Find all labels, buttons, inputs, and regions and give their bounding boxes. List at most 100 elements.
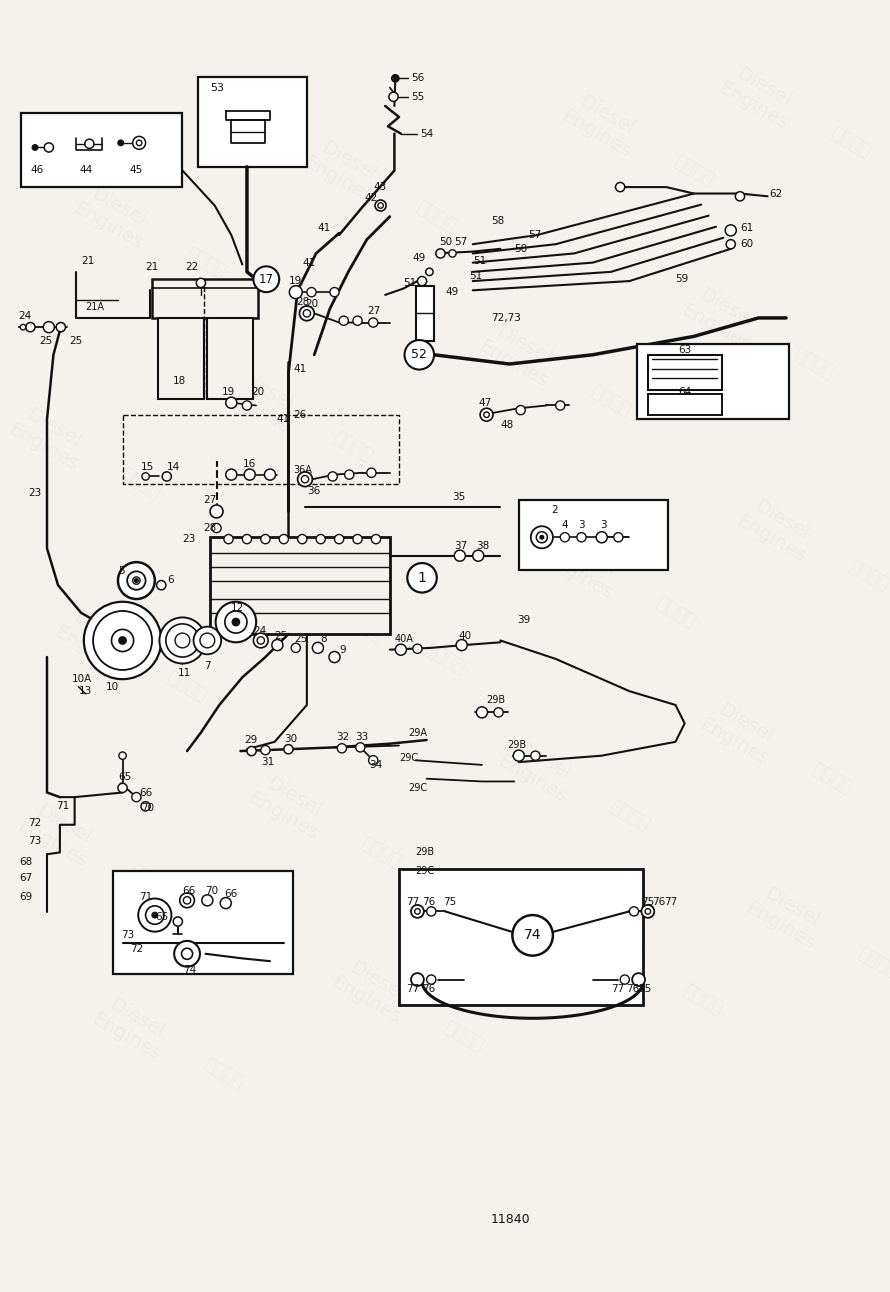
Text: 40: 40 [459, 630, 472, 641]
Text: 28: 28 [295, 297, 309, 307]
Text: 4: 4 [562, 521, 568, 530]
Text: Diesel
Engines: Diesel Engines [245, 770, 332, 844]
Text: 71: 71 [139, 891, 152, 902]
Circle shape [44, 322, 54, 332]
Circle shape [224, 535, 233, 544]
Text: 66: 66 [224, 889, 237, 899]
Text: 25: 25 [294, 633, 307, 643]
Text: 55: 55 [411, 92, 425, 102]
Circle shape [368, 318, 378, 327]
Text: 紫发动力: 紫发动力 [680, 982, 726, 1018]
Circle shape [392, 75, 399, 81]
Circle shape [395, 645, 407, 655]
Text: 36A: 36A [293, 465, 311, 475]
Circle shape [353, 317, 362, 326]
Circle shape [620, 975, 629, 985]
Text: 77: 77 [665, 897, 677, 907]
Circle shape [408, 563, 437, 593]
Circle shape [119, 752, 126, 760]
Text: Diesel
Engines: Diesel Engines [558, 88, 645, 162]
Circle shape [159, 618, 206, 664]
Text: 27: 27 [367, 306, 380, 315]
Circle shape [300, 306, 314, 320]
Text: 39: 39 [517, 615, 530, 625]
Circle shape [316, 535, 325, 544]
Text: 紫发动力: 紫发动力 [441, 1018, 487, 1056]
Text: 50: 50 [440, 238, 453, 247]
Text: 20: 20 [252, 386, 264, 397]
Text: Diesel
Engines: Diesel Engines [52, 603, 138, 677]
Circle shape [356, 743, 365, 752]
Text: 49: 49 [445, 287, 458, 297]
Circle shape [142, 473, 150, 481]
Text: 40A: 40A [394, 633, 413, 643]
Circle shape [494, 708, 503, 717]
Text: 30: 30 [284, 734, 297, 744]
Text: 紫发动力: 紫发动力 [201, 1056, 247, 1092]
Circle shape [375, 200, 386, 211]
Circle shape [413, 645, 422, 654]
Circle shape [220, 898, 231, 908]
Text: 2: 2 [551, 505, 558, 514]
Text: Diesel
Engines: Diesel Engines [733, 494, 821, 567]
Text: 10A: 10A [72, 674, 93, 685]
Text: 5: 5 [118, 566, 125, 576]
Circle shape [133, 137, 146, 150]
Text: 8: 8 [320, 633, 328, 643]
Text: 33: 33 [355, 733, 368, 742]
Text: 59: 59 [676, 274, 689, 284]
Text: 50: 50 [514, 244, 527, 253]
Circle shape [226, 397, 237, 408]
Circle shape [735, 191, 745, 202]
Text: 9: 9 [339, 645, 345, 655]
Circle shape [629, 907, 639, 916]
Circle shape [411, 973, 424, 986]
Text: 34: 34 [369, 760, 383, 770]
Bar [648, 355, 722, 390]
Circle shape [436, 249, 445, 258]
Circle shape [540, 535, 544, 539]
Text: 70: 70 [141, 804, 154, 813]
Circle shape [118, 783, 127, 792]
Text: 13: 13 [78, 686, 92, 696]
Circle shape [344, 470, 354, 479]
Circle shape [645, 908, 651, 915]
Text: Diesel
Engines: Diesel Engines [69, 180, 157, 253]
Text: 25: 25 [275, 630, 287, 641]
Circle shape [210, 505, 223, 518]
Circle shape [226, 469, 237, 481]
Text: 21: 21 [81, 256, 94, 266]
Circle shape [32, 145, 37, 150]
Circle shape [254, 633, 268, 647]
Text: 24: 24 [19, 311, 32, 322]
Circle shape [405, 340, 434, 370]
Text: 21A: 21A [85, 302, 105, 311]
Circle shape [157, 580, 166, 589]
Circle shape [368, 756, 378, 765]
Bar [158, 318, 204, 399]
Text: 19: 19 [288, 276, 302, 286]
Text: 41: 41 [277, 415, 290, 424]
Circle shape [514, 751, 524, 761]
Text: 49: 49 [413, 253, 426, 264]
Circle shape [480, 408, 493, 421]
Bar [207, 318, 254, 399]
Text: 71: 71 [56, 801, 69, 811]
Text: 紫发动力: 紫发动力 [358, 833, 404, 871]
Text: 29B: 29B [487, 695, 506, 705]
Text: 紫发动力: 紫发动力 [413, 198, 459, 235]
Bar [636, 344, 789, 420]
Circle shape [476, 707, 488, 718]
Text: 68: 68 [20, 857, 33, 867]
Text: 12: 12 [231, 603, 245, 614]
Circle shape [162, 472, 172, 481]
Text: 52: 52 [411, 349, 427, 362]
Text: 22: 22 [185, 262, 198, 273]
Circle shape [426, 907, 436, 916]
Text: 16: 16 [243, 459, 256, 469]
Text: 43: 43 [373, 182, 386, 193]
Text: 29C: 29C [409, 783, 427, 793]
Circle shape [530, 526, 553, 548]
Circle shape [415, 908, 420, 915]
Circle shape [303, 310, 311, 317]
